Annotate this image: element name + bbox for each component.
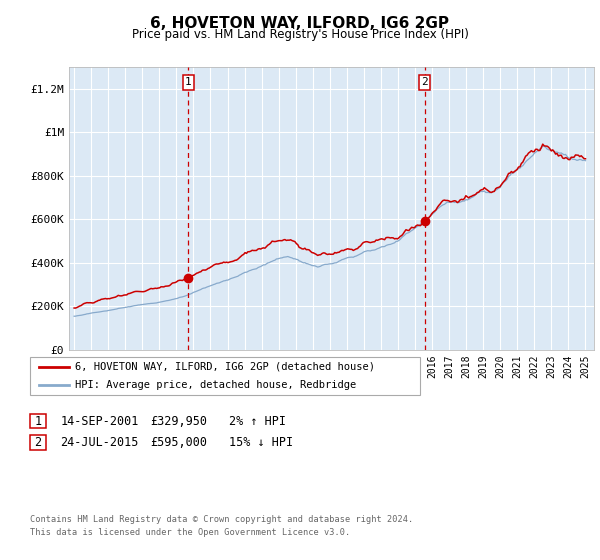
Text: £595,000: £595,000 — [151, 436, 208, 449]
Text: 6, HOVETON WAY, ILFORD, IG6 2GP (detached house): 6, HOVETON WAY, ILFORD, IG6 2GP (detache… — [75, 362, 375, 372]
Text: Contains HM Land Registry data © Crown copyright and database right 2024.: Contains HM Land Registry data © Crown c… — [30, 515, 413, 524]
Text: £329,950: £329,950 — [151, 414, 208, 428]
Text: 2: 2 — [34, 436, 41, 449]
Text: 15% ↓ HPI: 15% ↓ HPI — [229, 436, 293, 449]
Text: This data is licensed under the Open Government Licence v3.0.: This data is licensed under the Open Gov… — [30, 528, 350, 536]
Text: 24-JUL-2015: 24-JUL-2015 — [61, 436, 139, 449]
Text: Price paid vs. HM Land Registry's House Price Index (HPI): Price paid vs. HM Land Registry's House … — [131, 28, 469, 41]
Text: 1: 1 — [34, 414, 41, 428]
Text: 6, HOVETON WAY, ILFORD, IG6 2GP: 6, HOVETON WAY, ILFORD, IG6 2GP — [151, 16, 449, 31]
Text: 2% ↑ HPI: 2% ↑ HPI — [229, 414, 286, 428]
Text: 1: 1 — [185, 77, 192, 87]
Text: HPI: Average price, detached house, Redbridge: HPI: Average price, detached house, Redb… — [75, 380, 356, 390]
Text: 2: 2 — [421, 77, 428, 87]
Text: 14-SEP-2001: 14-SEP-2001 — [61, 414, 139, 428]
